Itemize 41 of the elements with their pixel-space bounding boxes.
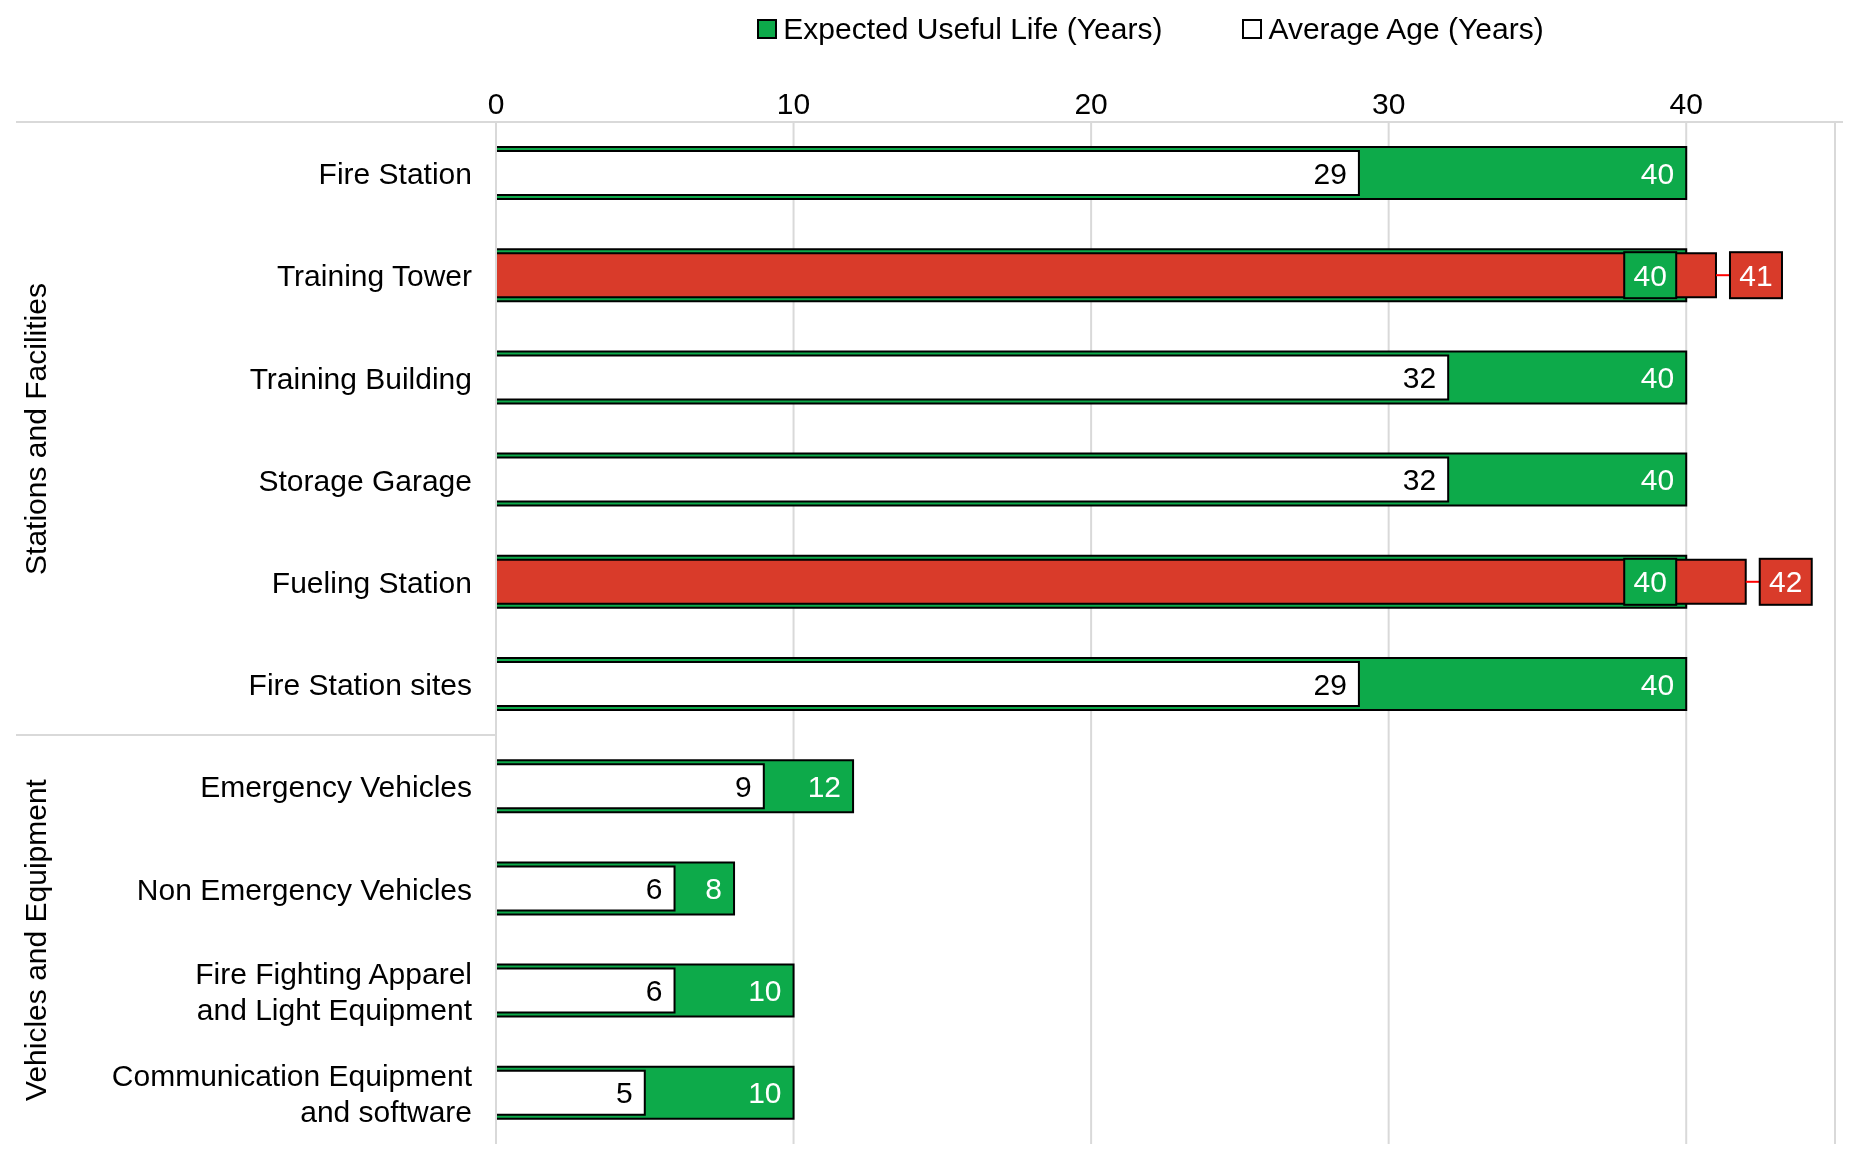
x-tick-label: 10 [776,87,811,120]
legend-label: Average Age (Years) [1268,12,1544,46]
x-tick-label: 0 [487,87,505,120]
y-tick-label: Fire Station [318,156,472,190]
y-tick-label: Training Tower [276,258,472,292]
data-label: 40 [1633,565,1667,599]
data-label: 8 [705,871,723,905]
y-tick-label: Non Emergency Vehicles [136,872,472,905]
data-label: 41 [1739,258,1773,292]
data-label: 40 [1640,463,1675,497]
y-tick-label: Fire Station sites [248,667,472,701]
y-tick-label: Storage Garage [258,463,472,497]
x-tick-label: 40 [1669,87,1703,120]
x-tick-label: 20 [1074,87,1108,120]
data-label: 40 [1640,667,1675,701]
bar [496,558,1747,605]
data-label: 6 [645,871,663,905]
bar [496,252,1717,299]
data-label: 6 [645,974,663,1008]
data-label: 12 [807,769,842,803]
data-label: 29 [1313,156,1347,190]
data-label: 29 [1313,667,1347,701]
data-label: 32 [1402,360,1437,394]
data-label: 40 [1640,360,1675,394]
data-label: 32 [1402,463,1437,497]
y-tick-label: Fire Fighting Apparel and Light Equipment [195,956,473,1026]
y-tick-label: Fueling Station [271,565,472,599]
x-tick-label: 30 [1371,87,1406,120]
data-label: 9 [735,769,752,803]
legend-label: Expected Useful Life (Years) [783,12,1163,46]
text: Vehicles and Equipment [19,778,52,1101]
data-label: 42 [1769,565,1803,599]
y-tick-label: Communication Equipment and software [111,1058,473,1128]
data-label: 10 [748,1076,782,1110]
y-tick-label: Training Building [249,361,472,394]
data-label: 40 [1640,156,1675,190]
text: Stations and Facilities [19,282,52,575]
data-label: 5 [616,1076,633,1110]
y-tick-label: Emergency Vehicles [200,769,472,803]
data-label: 40 [1633,258,1667,292]
data-label: 10 [748,974,782,1008]
